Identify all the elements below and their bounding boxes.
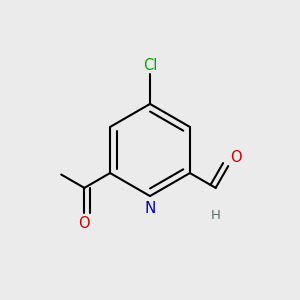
Text: Cl: Cl [143,58,157,73]
Text: O: O [230,149,242,164]
Text: O: O [79,215,90,230]
Text: H: H [211,209,220,222]
Text: N: N [144,201,156,216]
